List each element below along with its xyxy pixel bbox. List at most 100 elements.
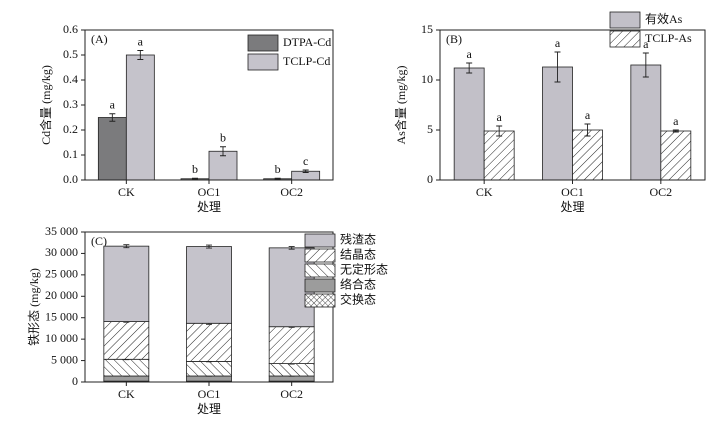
x-tick-label: OC1 xyxy=(561,185,584,199)
y-tick-label: 20 000 xyxy=(45,288,78,302)
significance-letter: a xyxy=(110,98,116,112)
significance-letter: a xyxy=(643,37,649,51)
y-tick-label: 10 xyxy=(421,72,433,86)
legend-swatch xyxy=(304,293,336,308)
error-bar xyxy=(554,51,561,83)
x-tick-label: OC2 xyxy=(649,185,672,199)
error-bar xyxy=(496,125,503,137)
error-bar xyxy=(672,129,679,133)
significance-letter: a xyxy=(138,34,144,48)
error-bar xyxy=(288,246,295,250)
y-tick-label: 0.1 xyxy=(63,147,78,161)
x-axis-title: 处理 xyxy=(197,402,221,416)
bar xyxy=(453,67,485,181)
panel-label: (A) xyxy=(91,32,108,46)
y-tick-label: 5 000 xyxy=(51,352,78,366)
error-bar xyxy=(274,177,281,180)
legend-label: TCLP-Cd xyxy=(283,54,330,68)
error-bar xyxy=(206,244,212,249)
y-tick-label: 0.6 xyxy=(63,22,78,36)
significance-letter: a xyxy=(467,47,473,61)
legend-label: 残渣态 xyxy=(340,232,376,246)
plot-frame xyxy=(84,29,334,181)
bar-segment xyxy=(268,375,315,382)
bar-segment xyxy=(103,245,150,322)
legend-label: 无定形态 xyxy=(340,261,388,276)
x-tick-label: OC1 xyxy=(198,185,221,199)
legend-label: 结晶态 xyxy=(340,247,376,261)
x-tick-label: OC2 xyxy=(280,185,303,199)
legend-swatch xyxy=(609,11,641,29)
significance-letter: a xyxy=(673,114,679,128)
panel-label: (C) xyxy=(91,234,107,248)
error-bar xyxy=(109,113,116,122)
bar-segment xyxy=(268,326,315,364)
x-tick-label: OC1 xyxy=(198,387,221,401)
bar-segment xyxy=(186,322,232,362)
y-tick-label: 10 000 xyxy=(45,331,78,345)
legend-swatch xyxy=(304,248,336,263)
significance-letter: b xyxy=(275,162,281,176)
x-tick-label: OC2 xyxy=(280,387,303,401)
legend-swatch xyxy=(247,34,279,52)
significance-letter: a xyxy=(555,36,561,50)
y-tick-label: 15 xyxy=(421,22,433,36)
bar xyxy=(572,129,603,181)
bar xyxy=(660,130,692,181)
legend-label: 络合态 xyxy=(340,276,376,291)
plot-frame xyxy=(439,29,706,181)
bar xyxy=(542,66,573,181)
bar xyxy=(483,130,515,181)
panel-label: (B) xyxy=(446,32,462,46)
significance-letter: a xyxy=(585,108,591,122)
bar-segment xyxy=(186,246,232,324)
bar-segment xyxy=(103,321,150,360)
significance-letter: b xyxy=(220,131,226,145)
x-axis-title: 处理 xyxy=(560,200,584,214)
bar xyxy=(125,54,155,181)
y-tick-label: 0.3 xyxy=(63,97,78,111)
legend-swatch xyxy=(609,30,641,48)
error-bar xyxy=(137,50,144,60)
y-tick-label: 35 000 xyxy=(45,224,78,238)
error-bar xyxy=(192,177,198,180)
legend-swatch xyxy=(304,278,336,293)
y-tick-label: 0.0 xyxy=(63,172,78,186)
error-bar xyxy=(642,52,649,78)
legend-swatch xyxy=(247,53,279,71)
legend-label: 有效As xyxy=(645,11,683,26)
significance-letter: a xyxy=(497,110,503,124)
bar xyxy=(630,64,662,181)
y-tick-label: 15 000 xyxy=(45,309,78,323)
y-tick-label: 0 xyxy=(427,172,433,186)
y-axis-title: 铁形态 (mg/kg) xyxy=(27,268,41,346)
x-tick-label: CK xyxy=(118,387,135,401)
legend-label: 交换态 xyxy=(340,291,376,306)
bar-segment xyxy=(268,363,315,377)
significance-letter: b xyxy=(192,162,198,176)
error-bar xyxy=(584,123,591,137)
y-tick-label: 5 xyxy=(427,122,433,136)
y-tick-label: 0 xyxy=(72,374,78,388)
bar xyxy=(97,117,127,181)
y-tick-label: 25 000 xyxy=(45,267,78,281)
bar-segment xyxy=(103,358,150,377)
error-bar xyxy=(466,62,473,74)
bar-segment xyxy=(186,375,232,382)
y-tick-label: 0.5 xyxy=(63,47,78,61)
y-tick-label: 0.4 xyxy=(63,72,78,86)
x-tick-label: CK xyxy=(476,185,493,199)
x-tick-label: CK xyxy=(118,185,135,199)
y-tick-label: 0.2 xyxy=(63,122,78,136)
legend-swatch xyxy=(304,263,336,278)
y-axis-title: As含量 (mg/kg) xyxy=(393,65,408,144)
error-bar xyxy=(302,169,309,173)
x-axis-title: 处理 xyxy=(197,200,221,214)
legend-label: TCLP-As xyxy=(645,31,692,45)
y-axis-title: Cd含量 (mg/kg) xyxy=(38,65,53,145)
significance-letter: c xyxy=(303,154,308,168)
legend-swatch xyxy=(304,233,336,248)
error-bar xyxy=(123,244,130,249)
legend-label: DTPA-Cd xyxy=(283,35,331,49)
